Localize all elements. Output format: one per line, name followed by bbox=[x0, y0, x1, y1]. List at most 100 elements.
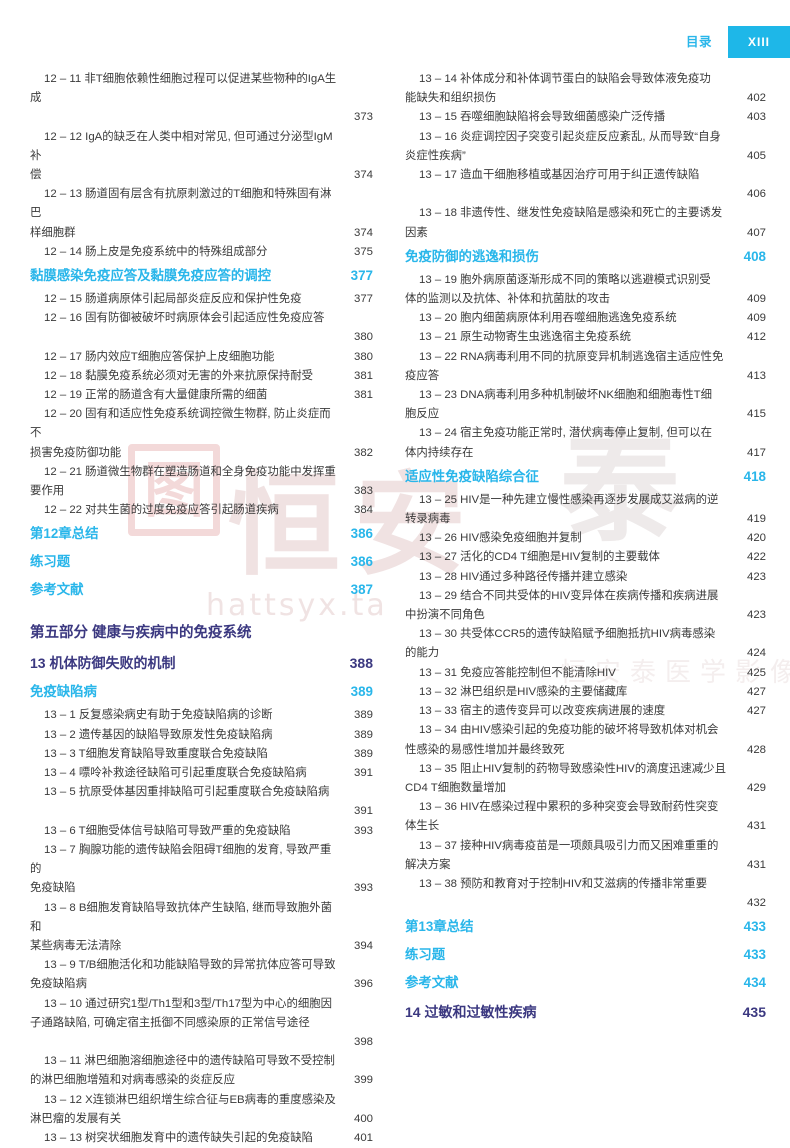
toc-entry[interactable]: 中扮演不同角色 423 bbox=[405, 606, 766, 625]
toc-entry[interactable]: 13 – 1 反复感染病史有助于免疫缺陷病的诊断 389 bbox=[30, 706, 373, 725]
toc-section-heading[interactable]: 参考文献 387 bbox=[30, 576, 373, 604]
toc-entry-title: 13 – 20 胞内细菌病原体利用吞噬细胞逃逸免疫系统 bbox=[419, 312, 677, 325]
header-toc-label: 目录 bbox=[685, 35, 712, 49]
toc-entry[interactable]: 13 – 17 造血干细胞移植或基因治疗可用于纠正遗传缺陷 bbox=[405, 166, 766, 185]
toc-entry[interactable]: 13 – 13 树突状细胞发育中的遗传缺失引起的免疫缺陷 401 bbox=[30, 1129, 373, 1148]
toc-entry[interactable]: 免疫缺陷病 396 bbox=[30, 975, 373, 994]
toc-entry[interactable]: 能缺失和组织损伤 402 bbox=[405, 89, 766, 108]
toc-entry[interactable]: 13 – 37 接种HIV病毒疫苗是一项颇具吸引力而又困难重重的 bbox=[405, 837, 766, 856]
toc-section-heading[interactable]: 免疫防御的逃逸和损伤 408 bbox=[405, 243, 766, 271]
toc-entry[interactable]: 13 – 28 HIV通过多种路径传播并建立感染 423 bbox=[405, 568, 766, 587]
toc-section-heading[interactable]: 练习题 386 bbox=[30, 548, 373, 576]
toc-entry[interactable]: 的淋巴细胞增殖和对病毒感染的炎症反应 399 bbox=[30, 1071, 373, 1090]
toc-entry-page-number: 423 bbox=[746, 570, 766, 583]
toc-entry[interactable]: 因素 407 bbox=[405, 224, 766, 243]
toc-entry[interactable]: 损害免疫防御功能 382 bbox=[30, 444, 373, 463]
toc-entry[interactable]: 胞反应 415 bbox=[405, 405, 766, 424]
toc-entry[interactable]: 12 – 18 黏膜免疫系统必须对无害的外来抗原保持耐受 381 bbox=[30, 367, 373, 386]
toc-entry[interactable]: 13 – 26 HIV感染免疫细胞并复制 420 bbox=[405, 529, 766, 548]
toc-section-heading[interactable]: 练习题 433 bbox=[405, 941, 766, 969]
toc-entry[interactable]: 炎症性疾病” 405 bbox=[405, 147, 766, 166]
toc-entry[interactable]: 13 – 34 由HIV感染引起的免疫功能的破坏将导致机体对机会 bbox=[405, 721, 766, 740]
toc-entry[interactable]: 12 – 15 肠道病原体引起局部炎症反应和保护性免疫 377 bbox=[30, 290, 373, 309]
toc-entry-title: 13 – 18 非遗传性、继发性免疫缺陷是感染和死亡的主要诱发 bbox=[419, 207, 723, 220]
toc-chapter-heading[interactable]: 13 机体防御失败的机制 388 bbox=[30, 648, 373, 678]
toc-entry[interactable]: 13 – 35 阻止HIV复制的药物导致感染性HIV的滴度迅速减少且 bbox=[405, 760, 766, 779]
toc-section-heading[interactable]: 参考文献 434 bbox=[405, 969, 766, 997]
toc-entry[interactable]: 12 – 17 肠内效应T细胞应答保护上皮细胞功能 380 bbox=[30, 348, 373, 367]
toc-entry[interactable]: 13 – 11 淋巴细胞溶细胞途径中的遗传缺陷可导致不受控制 bbox=[30, 1052, 373, 1071]
toc-entry[interactable]: 某些病毒无法清除 394 bbox=[30, 937, 373, 956]
toc-entry[interactable]: 13 – 29 结合不同共受体的HIV变异体在疾病传播和疾病进展 bbox=[405, 587, 766, 606]
toc-entry[interactable]: 13 – 36 HIV在感染过程中累积的多种突变会导致耐药性突变 bbox=[405, 798, 766, 817]
toc-section-heading[interactable]: 黏膜感染免疫应答及黏膜免疫应答的调控 377 bbox=[30, 262, 373, 290]
toc-page-number-continuation: 398 bbox=[353, 1035, 373, 1048]
toc-entry[interactable]: 13 – 20 胞内细菌病原体利用吞噬细胞逃逸免疫系统 409 bbox=[405, 309, 766, 328]
toc-entry-title: 免疫缺陷病 bbox=[30, 978, 87, 991]
toc-entry[interactable]: 12 – 11 非T细胞依赖性细胞过程可以促进某些物种的IgA生成 bbox=[30, 70, 373, 108]
toc-entry[interactable]: 13 – 10 通过研究1型/Th1型和3型/Th17型为中心的细胞因 bbox=[30, 995, 373, 1014]
toc-section-heading[interactable]: 第12章总结 386 bbox=[30, 520, 373, 548]
toc-entry[interactable]: 13 – 15 吞噬细胞缺陷将会导致细菌感染广泛传播 403 bbox=[405, 108, 766, 127]
toc-entry[interactable]: 12 – 21 肠道微生物群在塑造肠道和全身免疫功能中发挥重 bbox=[30, 463, 373, 482]
toc-entry[interactable]: 13 – 27 活化的CD4 T细胞是HIV复制的主要载体 422 bbox=[405, 548, 766, 567]
toc-entry-title: 参考文献 bbox=[30, 582, 84, 598]
toc-entry[interactable]: 13 – 23 DNA病毒利用多种机制破坏NK细胞和细胞毒性T细 bbox=[405, 386, 766, 405]
toc-entry[interactable]: 13 – 22 RNA病毒利用不同的抗原变异机制逃逸宿主适应性免 bbox=[405, 348, 766, 367]
toc-entry[interactable]: 13 – 31 免疫应答能控制但不能清除HIV 425 bbox=[405, 664, 766, 683]
toc-entry[interactable]: CD4 T细胞数量增加 429 bbox=[405, 779, 766, 798]
toc-entry[interactable]: 体内持续存在 417 bbox=[405, 444, 766, 463]
toc-entry[interactable]: 12 – 20 固有和适应性免疫系统调控微生物群, 防止炎症而不 bbox=[30, 405, 373, 443]
toc-entry[interactable]: 的能力 424 bbox=[405, 644, 766, 663]
toc-entry-page-number: 396 bbox=[353, 978, 373, 991]
toc-entry[interactable]: 13 – 32 淋巴组织是HIV感染的主要储藏库 427 bbox=[405, 683, 766, 702]
page-number-badge: XIII bbox=[728, 26, 790, 58]
toc-entry[interactable]: 13 – 2 遗传基因的缺陷导致原发性免疫缺陷病 389 bbox=[30, 726, 373, 745]
toc-entry[interactable]: 13 – 7 胸腺功能的遗传缺陷会阻碍T细胞的发育, 导致严重的 bbox=[30, 841, 373, 879]
toc-entry[interactable]: 12 – 12 IgA的缺乏在人类中相对常见, 但可通过分泌型IgM补 bbox=[30, 128, 373, 166]
toc-entry[interactable]: 13 – 21 原生动物寄生虫逃逸宿主免疫系统 412 bbox=[405, 328, 766, 347]
toc-entry[interactable]: 13 – 14 补体成分和补体调节蛋白的缺陷会导致体液免疫功 bbox=[405, 70, 766, 89]
toc-entry[interactable]: 解决方案 431 bbox=[405, 856, 766, 875]
toc-entry[interactable]: 要作用 383 bbox=[30, 482, 373, 501]
toc-entry[interactable]: 13 – 5 抗原受体基因重排缺陷可引起重度联合免疫缺陷病 bbox=[30, 783, 373, 802]
toc-entry[interactable]: 13 – 6 T细胞受体信号缺陷可导致严重的免疫缺陷 393 bbox=[30, 822, 373, 841]
toc-entry[interactable]: 13 – 24 宿主免疫功能正常时, 潜伏病毒停止复制, 但可以在 bbox=[405, 424, 766, 443]
toc-entry[interactable]: 13 – 16 炎症调控因子突变引起炎症反应紊乱, 从而导致“自身 bbox=[405, 128, 766, 147]
toc-entry[interactable]: 13 – 12 X连锁淋巴组织增生综合征与EB病毒的重度感染及 bbox=[30, 1091, 373, 1110]
toc-entry[interactable]: 偿 374 bbox=[30, 166, 373, 185]
toc-entry[interactable]: 体生长 431 bbox=[405, 817, 766, 836]
toc-section-heading[interactable]: 适应性免疫缺陷综合征 418 bbox=[405, 463, 766, 491]
toc-section-heading[interactable]: 免疫缺陷病 389 bbox=[30, 678, 373, 706]
toc-chapter-heading[interactable]: 14 过敏和过敏性疾病 435 bbox=[405, 997, 766, 1027]
toc-entry[interactable]: 13 – 19 胞外病原菌逐渐形成不同的策略以逃避模式识别受 bbox=[405, 271, 766, 290]
toc-entry[interactable]: 样细胞群 374 bbox=[30, 224, 373, 243]
toc-entry-page-number: 383 bbox=[353, 485, 373, 498]
toc-entry[interactable]: 12 – 13 肠道固有层含有抗原刺激过的T细胞和特殊固有淋巴 bbox=[30, 185, 373, 223]
toc-entry[interactable]: 12 – 16 固有防御被破坏时病原体会引起适应性免疫应答 bbox=[30, 309, 373, 328]
toc-entry[interactable]: 13 – 9 T/B细胞活化和功能缺陷导致的异常抗体应答可导致 bbox=[30, 956, 373, 975]
toc-entry-title: 黏膜感染免疫应答及黏膜免疫应答的调控 bbox=[30, 268, 272, 284]
toc-entry[interactable]: 13 – 30 共受体CCR5的遗传缺陷赋予细胞抵抗HIV病毒感染 bbox=[405, 625, 766, 644]
toc-entry[interactable]: 13 – 3 T细胞发育缺陷导致重度联合免疫缺陷 389 bbox=[30, 745, 373, 764]
toc-entry[interactable]: 13 – 33 宿主的遗传变异可以改变疾病进展的速度 427 bbox=[405, 702, 766, 721]
toc-entry[interactable]: 12 – 19 正常的肠道含有大量健康所需的细菌 381 bbox=[30, 386, 373, 405]
toc-entry[interactable]: 性感染的易感性增加并最终致死 428 bbox=[405, 741, 766, 760]
toc-entry[interactable]: 子通路缺陷, 可确定宿主抵御不同感染原的正常信号途径 bbox=[30, 1014, 373, 1033]
toc-page-number-continuation: 432 bbox=[746, 897, 766, 910]
toc-entry[interactable]: 13 – 18 非遗传性、继发性免疫缺陷是感染和死亡的主要诱发 bbox=[405, 204, 766, 223]
toc-entry[interactable]: 13 – 25 HIV是一种先建立慢性感染再逐步发展成艾滋病的逆 bbox=[405, 491, 766, 510]
toc-section-heading[interactable]: 第13章总结 433 bbox=[405, 913, 766, 941]
toc-entry[interactable]: 13 – 4 嘌呤补救途径缺陷可引起重度联合免疫缺陷病 391 bbox=[30, 764, 373, 783]
toc-entry[interactable]: 13 – 8 B细胞发育缺陷导致抗体产生缺陷, 继而导致胞外菌和 bbox=[30, 899, 373, 937]
toc-entry[interactable]: 体的监测以及抗体、补体和抗菌肽的攻击 409 bbox=[405, 290, 766, 309]
toc-entry[interactable]: 免疫缺陷 393 bbox=[30, 879, 373, 898]
toc-entry-title: 13 – 31 免疫应答能控制但不能清除HIV bbox=[419, 666, 616, 679]
toc-entry[interactable]: 转录病毒 419 bbox=[405, 510, 766, 529]
toc-entry[interactable]: 13 – 38 预防和教育对于控制HIV和艾滋病的传播非常重要 bbox=[405, 875, 766, 894]
toc-entry[interactable]: 12 – 22 对共生菌的过度免疫应答引起肠道疾病 384 bbox=[30, 501, 373, 520]
toc-entry[interactable]: 12 – 14 肠上皮是免疫系统中的特殊组成部分 375 bbox=[30, 243, 373, 262]
toc-entry-title: 体的监测以及抗体、补体和抗菌肽的攻击 bbox=[405, 293, 611, 306]
toc-entry[interactable]: 疫应答 413 bbox=[405, 367, 766, 386]
toc-entry[interactable]: 淋巴瘤的发展有关 400 bbox=[30, 1110, 373, 1129]
